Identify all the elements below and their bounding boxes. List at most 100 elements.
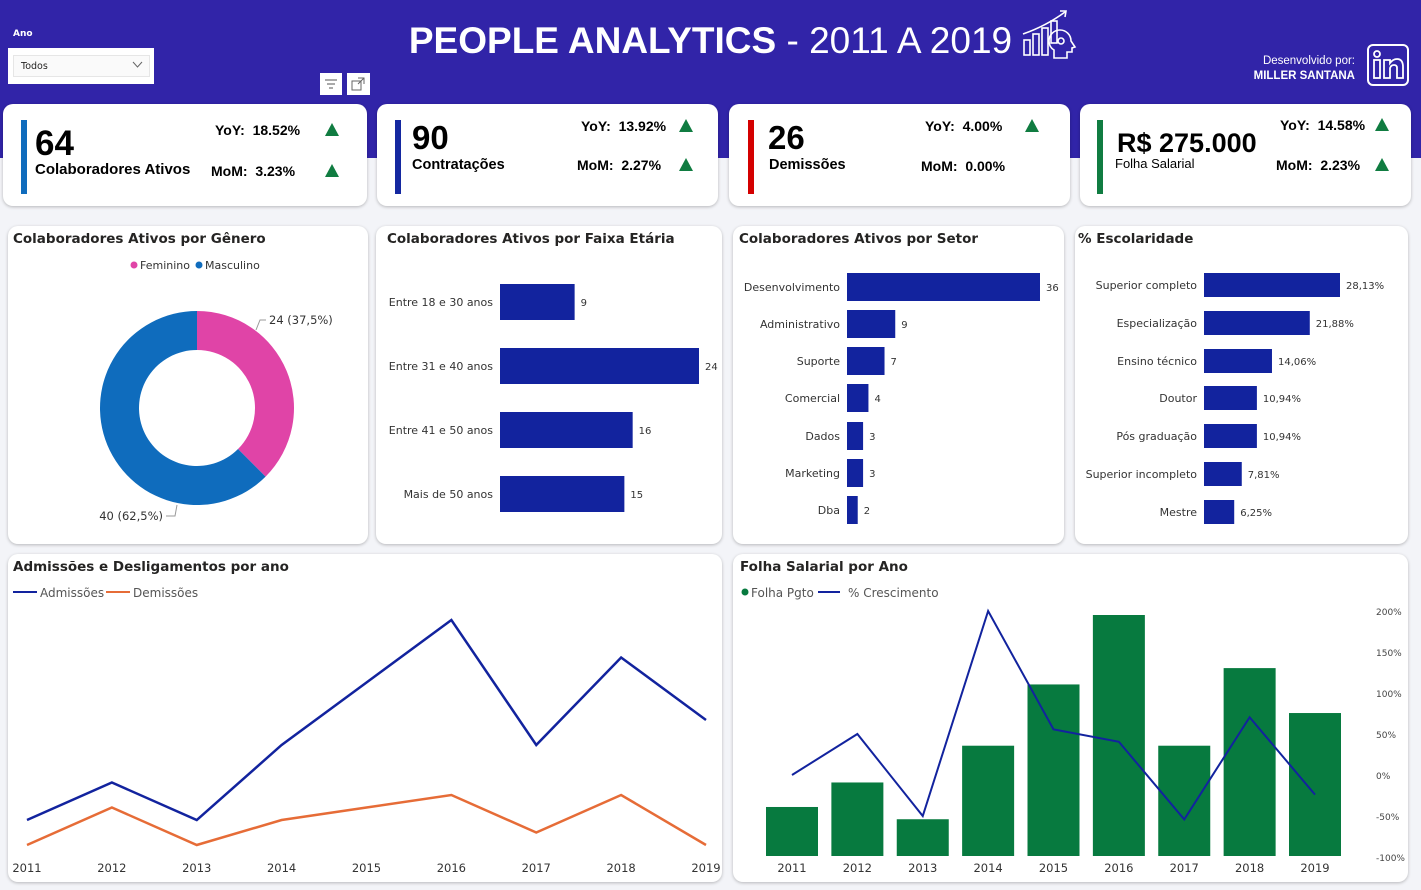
page-title: PEOPLE ANALYTICS - 2011 A 2019 (0, 20, 1421, 62)
expand-icon (351, 77, 365, 91)
legend-label: % Crescimento (848, 586, 939, 600)
data-label: 24 (37,5%) (269, 313, 333, 327)
data-label: 24 (705, 362, 718, 373)
data-label: 21,88% (1316, 319, 1354, 330)
linkedin-button[interactable] (1367, 44, 1409, 86)
x-tick-label: 2015 (352, 861, 381, 875)
yoy-value: 13.92% (618, 118, 667, 134)
data-label: 9 (581, 298, 587, 309)
donut-slice-feminino (197, 311, 294, 477)
x-tick-label: 2019 (691, 861, 720, 875)
chart-title: Admissões e Desligamentos por ano (13, 559, 289, 575)
data-label-leader (166, 504, 178, 517)
x-tick-label: 2018 (606, 861, 635, 875)
legend-label: Masculino (205, 259, 260, 272)
x-tick-label: 2019 (1300, 861, 1329, 875)
legend-marker-feminino (130, 261, 138, 269)
kpi-mom: MoM: 3.23% (211, 163, 295, 179)
x-tick-label: 2014 (973, 861, 1002, 875)
focus-mode-button[interactable] (347, 73, 370, 95)
developed-by-label: Desenvolvido por: (1262, 55, 1355, 67)
kpi-mom: MoM: 2.27% (577, 157, 661, 173)
bar (500, 476, 625, 512)
yoy-value: 4.00% (962, 118, 1003, 134)
kpi-value: 90 (412, 119, 449, 156)
data-label: 6,25% (1240, 508, 1272, 519)
right-axis-tick-label: -100% (1376, 854, 1405, 864)
kpi-card: 90 Contratações YoY: 13.92% MoM: 2.27% (377, 104, 718, 206)
category-label: Superior incompleto (1086, 468, 1198, 481)
x-tick-label: 2018 (1235, 861, 1264, 875)
kpi-value: 26 (768, 119, 805, 156)
x-tick-label: 2013 (908, 861, 937, 875)
x-tick-label: 2015 (1039, 861, 1068, 875)
data-label: 2 (864, 506, 870, 517)
bar (1027, 684, 1080, 856)
bar (1204, 273, 1340, 297)
bar (1289, 713, 1341, 856)
category-label: Entre 18 e 30 anos (389, 296, 493, 309)
x-tick-label: 2014 (267, 861, 296, 875)
year-filter-dropdown[interactable]: Todos (13, 55, 150, 77)
data-label: 10,94% (1263, 432, 1301, 443)
trend-up-icon (325, 123, 339, 136)
donut-slice-masculino (99, 311, 266, 505)
category-label: Dba (818, 504, 840, 517)
data-label: 4 (874, 394, 880, 405)
linkedin-icon (1373, 50, 1404, 79)
kpi-accent-bar (395, 120, 401, 194)
chevron-down-icon (132, 61, 143, 68)
bar (500, 284, 575, 320)
category-label: Entre 41 e 50 anos (389, 424, 493, 437)
kpi-accent-bar (1097, 120, 1103, 194)
kpi-yoy: YoY: 14.58% (1280, 117, 1365, 133)
bar (1204, 500, 1235, 524)
chart-title: % Escolaridade (1078, 231, 1194, 247)
x-tick-label: 2013 (182, 861, 211, 875)
bar (847, 459, 864, 487)
legend-label: Folha Pgto (751, 586, 814, 600)
trend-up-icon (1375, 158, 1389, 171)
kpi-yoy: YoY: 4.00% (925, 118, 1002, 134)
category-label: Ensino técnico (1117, 355, 1197, 368)
kpi-yoy: YoY: 13.92% (581, 118, 666, 134)
category-label: Entre 31 e 40 anos (389, 360, 493, 373)
mom-value: 2.23% (1320, 157, 1361, 173)
bar (896, 819, 949, 856)
kpi-mom: MoM: 2.23% (1276, 157, 1360, 173)
bar (500, 348, 699, 384)
legend-label: Feminino (140, 259, 190, 272)
kpi-accent-bar (21, 120, 27, 194)
x-tick-label: 2016 (437, 861, 466, 875)
trend-up-icon (679, 119, 693, 132)
kpi-value: 64 (35, 124, 74, 163)
category-label: Mestre (1160, 506, 1198, 519)
data-label: 7 (891, 357, 897, 368)
trend-up-icon (679, 158, 693, 171)
yoy-label: YoY: (1280, 117, 1310, 133)
data-label: 3 (869, 432, 875, 443)
bar (847, 310, 896, 338)
data-label: 7,81% (1248, 470, 1280, 481)
yoy-value: 18.52% (252, 122, 301, 138)
yoy-label: YoY: (581, 118, 611, 134)
category-label: Doutor (1159, 392, 1197, 405)
filter-button[interactable] (320, 73, 342, 95)
kpi-yoy: YoY: 18.52% (215, 122, 300, 138)
category-label: Marketing (785, 467, 840, 480)
bar (1204, 462, 1242, 486)
category-label: Especialização (1117, 317, 1198, 330)
kpi-card: 64 Colaboradores Ativos YoY: 18.52% MoM:… (3, 104, 367, 206)
right-axis-tick-label: 0% (1376, 772, 1391, 782)
yoy-value: 14.58% (1317, 117, 1366, 133)
trend-up-icon (1025, 119, 1039, 132)
legend-marker-masculino (195, 261, 203, 269)
mom-label: MoM: (921, 158, 958, 174)
kpi-label: Contratações (412, 157, 505, 173)
category-label: Mais de 50 anos (404, 488, 494, 501)
legend-label: Admissões (40, 586, 104, 600)
mom-label: MoM: (577, 157, 614, 173)
kpi-label: Demissões (769, 157, 846, 173)
mom-label: MoM: (1276, 157, 1313, 173)
year-filter-slicer: Todos (8, 48, 154, 84)
